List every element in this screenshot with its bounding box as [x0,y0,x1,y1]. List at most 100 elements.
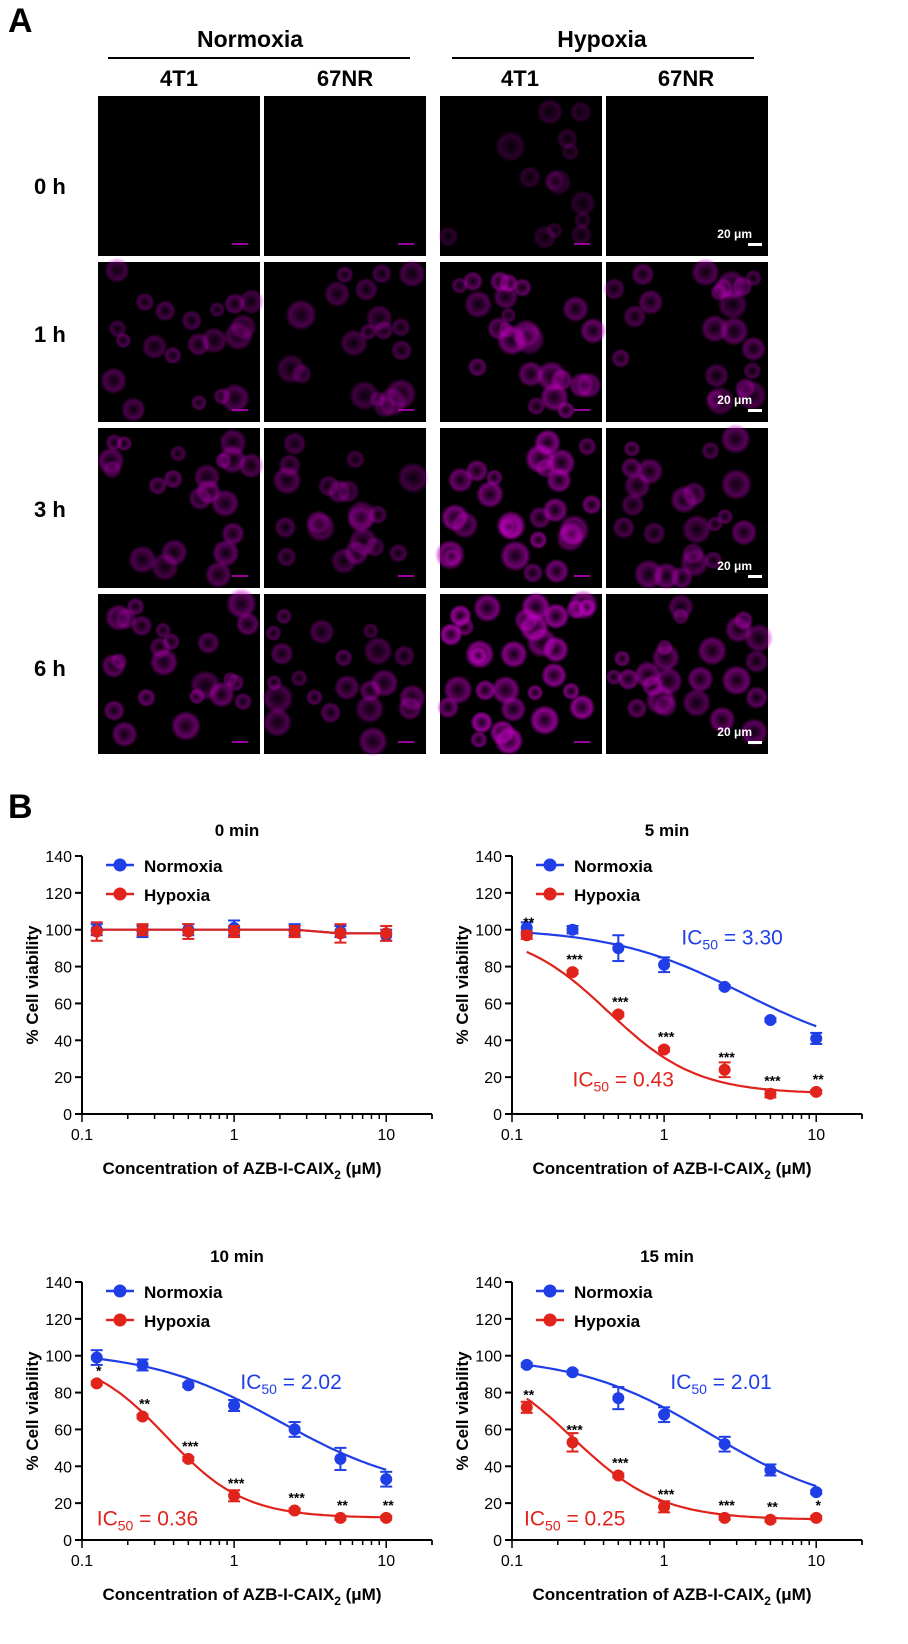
data-point [718,1511,731,1524]
stained-cell [148,476,168,496]
stained-cell [642,521,666,546]
chart-5-min: 5 min 0 20 40 60 80 100 120 140 0.1 1 10 % Cell viab… [453,821,863,1182]
data-point [612,1392,625,1405]
data-point [718,1063,731,1076]
stained-cell [163,469,184,490]
y-tick-label: 40 [54,1459,72,1476]
stained-cell [141,333,168,360]
stained-cell [540,662,568,689]
data-point [228,1489,241,1502]
legend-marker [113,887,127,901]
timepoint-label: 1 h [34,322,66,347]
x-axis-label-subscript: 2 [764,1168,771,1182]
data-point [658,1500,671,1513]
stained-cell [434,539,466,571]
data-point [566,1436,579,1449]
stained-cell [492,284,519,310]
significance-marker: *** [658,1029,675,1045]
micrograph-tile [264,259,427,422]
stained-cell [710,283,729,302]
stained-cell [555,523,585,553]
stained-cell [275,608,293,625]
stained-cell [265,624,282,642]
y-tick-label: 60 [484,996,502,1013]
y-tick-label: 120 [475,1312,502,1329]
significance-marker: * [815,1497,821,1513]
y-tick-label: 100 [475,923,502,940]
y-tick-label: 140 [475,1275,502,1292]
stained-cell [569,189,596,217]
ic50-value: = 2.01 [707,1371,772,1394]
stained-cell [439,622,463,647]
data-point [764,1463,777,1476]
stained-cell [270,641,294,666]
chart-10-min: 10 min 0 20 40 60 80 100 120 140 0.1 1 10 % Cell via… [23,1247,433,1608]
normoxia-bracket-line [108,57,410,59]
micrograph-tile [262,594,427,757]
data-point [718,980,731,993]
stained-cell [511,318,542,349]
stained-cell [346,505,375,534]
x-axis-label-subscript: 2 [334,1594,341,1608]
micrograph-background [98,96,260,256]
stained-cell [631,262,655,287]
stained-cell [196,631,220,655]
data-point [764,1087,777,1100]
stained-cell [274,516,297,539]
stained-cell [467,357,488,378]
y-tick-label: 20 [484,1070,502,1087]
ic50-value: = 3.30 [718,926,783,949]
y-tick-label: 80 [54,1386,72,1403]
stained-cell [154,299,177,322]
stained-cell [291,363,312,385]
data-point [334,1511,347,1524]
fit-curve [526,931,817,1028]
stained-cell [235,611,260,637]
y-tick-label: 20 [54,1496,72,1513]
stained-cell [272,465,302,496]
cell-line-label: 4T1 [501,66,539,91]
data-point [566,1366,579,1379]
stained-cell [626,697,648,719]
y-tick-label: 40 [484,1459,502,1476]
stained-cell [569,100,592,123]
ic50-subscript: 50 [118,1517,134,1533]
data-point [566,923,579,936]
stained-cell [222,671,239,688]
stained-cell [330,547,358,575]
chart-15-min: 15 min 0 20 40 60 80 100 120 140 0.1 1 10 % Cell via… [453,1247,863,1608]
micrograph-tile: 20 μm [605,593,774,754]
stained-cell [612,516,636,539]
stained-cell [208,681,235,708]
stained-cell [568,372,595,399]
stained-cell [397,695,423,721]
data-point [136,1410,149,1423]
stained-cell [276,546,297,568]
significance-marker: ** [523,914,534,930]
stained-cell [354,277,379,302]
stained-cell [701,441,720,461]
stained-cell [450,510,479,539]
timepoint-label: 3 h [34,497,66,522]
scale-bar [574,409,590,411]
stained-cell [686,665,714,693]
stained-cell [472,593,502,623]
stained-cell [489,719,516,746]
y-tick-label: 60 [484,1422,502,1439]
y-tick-label: 60 [54,1422,72,1439]
stained-cell [209,301,226,318]
x-axis-label-subscript: 2 [334,1168,341,1182]
data-point [810,1511,823,1524]
x-tick-label: 1 [230,1127,239,1144]
legend-label: Hypoxia [574,886,641,905]
x-axis-label-main: Concentration of AZB-I-CAIX [533,1159,765,1178]
scale-bar [748,575,762,578]
stained-cell [388,543,409,563]
y-tick-label: 100 [45,1349,72,1366]
x-tick-label: 10 [807,1127,825,1144]
scale-bar-label: 20 μm [717,725,752,739]
legend-label: Normoxia [574,1283,653,1302]
stained-cell [716,508,734,525]
significance-marker: ** [139,1396,150,1412]
data-point [182,925,195,938]
